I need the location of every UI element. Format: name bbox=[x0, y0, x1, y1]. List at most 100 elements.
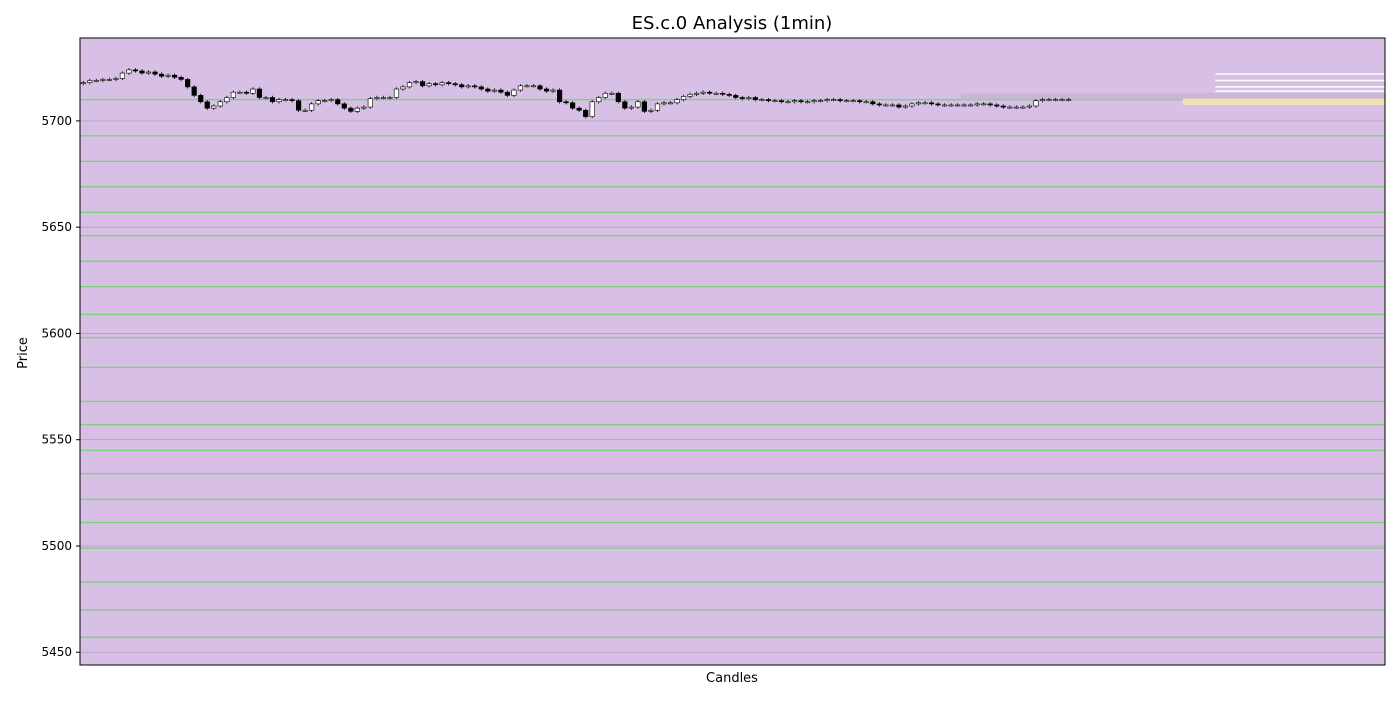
candle-body bbox=[818, 100, 824, 102]
candle-body bbox=[785, 101, 791, 104]
candle-body bbox=[485, 88, 491, 92]
candle-body bbox=[309, 103, 315, 111]
candle-body bbox=[289, 99, 295, 102]
candle-body bbox=[256, 88, 263, 98]
candle-body bbox=[876, 103, 882, 106]
candle-body bbox=[185, 79, 191, 88]
candle-body bbox=[361, 106, 367, 109]
candle-body bbox=[243, 91, 249, 94]
candle-body bbox=[955, 104, 961, 107]
candle-body bbox=[680, 96, 687, 100]
candle-body bbox=[100, 79, 106, 81]
candle-body bbox=[126, 69, 132, 74]
candle-body bbox=[667, 102, 674, 105]
zone-gray bbox=[960, 93, 1385, 100]
candle-body bbox=[798, 100, 804, 103]
candle-body bbox=[139, 70, 145, 74]
candle-body bbox=[439, 82, 445, 86]
candle-body bbox=[707, 91, 713, 94]
candle-body bbox=[922, 102, 928, 105]
candle-body bbox=[733, 95, 739, 98]
y-tick-label: 5450 bbox=[41, 645, 72, 659]
candle-body bbox=[315, 100, 321, 105]
candle-body bbox=[713, 92, 719, 95]
candle-body bbox=[896, 104, 902, 108]
candle-body bbox=[857, 100, 863, 103]
y-tick-label: 5500 bbox=[41, 539, 72, 553]
candle-body bbox=[739, 97, 745, 99]
candle-body bbox=[622, 101, 628, 109]
candle-body bbox=[961, 104, 967, 107]
candle-body bbox=[498, 89, 504, 93]
candle-body bbox=[335, 99, 341, 105]
candle-body bbox=[367, 98, 373, 108]
candle-body bbox=[263, 97, 269, 99]
candle-body bbox=[1046, 99, 1052, 101]
candle-body bbox=[178, 77, 184, 80]
candle-body bbox=[1033, 100, 1039, 107]
candle-body bbox=[824, 99, 830, 102]
candle-body bbox=[237, 91, 243, 94]
candle-body bbox=[615, 92, 621, 103]
candle-body bbox=[837, 99, 843, 102]
plot-area: 5450 5500 5550 5600 5650 5700 bbox=[41, 37, 1386, 666]
candle-body bbox=[472, 85, 478, 88]
candle-body bbox=[419, 81, 426, 87]
candle-body bbox=[759, 99, 765, 101]
candle-body bbox=[726, 94, 732, 96]
candle-body bbox=[1007, 106, 1013, 109]
candle-body bbox=[426, 83, 432, 87]
candle-body bbox=[1039, 99, 1046, 102]
candle-body bbox=[694, 92, 700, 95]
candle-body bbox=[628, 106, 634, 109]
candle-body bbox=[322, 100, 328, 102]
candle-body bbox=[511, 89, 517, 96]
candle-body bbox=[1026, 105, 1032, 108]
candle-body bbox=[152, 71, 158, 75]
candle-body bbox=[1059, 99, 1065, 101]
candle-body bbox=[198, 95, 204, 103]
candle-body bbox=[348, 107, 354, 112]
candle-body bbox=[974, 103, 980, 106]
y-tick-label: 5700 bbox=[41, 114, 72, 128]
candle-body bbox=[459, 84, 465, 88]
candle-body bbox=[132, 69, 139, 72]
candle-body bbox=[641, 101, 647, 112]
candle-body bbox=[113, 78, 119, 80]
candle-body bbox=[804, 101, 811, 104]
candle-body bbox=[191, 86, 197, 96]
candle-body bbox=[563, 101, 569, 104]
candle-body bbox=[282, 99, 289, 101]
candle-body bbox=[928, 102, 935, 105]
candle-body bbox=[883, 104, 889, 107]
candle-body bbox=[93, 80, 99, 82]
candle-body bbox=[674, 99, 680, 104]
candle-body bbox=[269, 97, 276, 103]
candle-body bbox=[302, 109, 308, 112]
candle-body bbox=[433, 83, 439, 86]
candle-body bbox=[700, 91, 706, 94]
candle-body bbox=[889, 104, 895, 107]
candle-body bbox=[746, 97, 752, 99]
y-tick-label: 5550 bbox=[41, 433, 72, 447]
candle-body bbox=[230, 91, 236, 98]
candle-body bbox=[380, 97, 386, 99]
candle-body bbox=[935, 103, 941, 106]
candle-body bbox=[654, 103, 661, 111]
candle-body bbox=[106, 79, 112, 81]
candle-body bbox=[119, 72, 125, 79]
candle-body bbox=[354, 107, 360, 112]
candle-body bbox=[296, 100, 302, 111]
candle-body bbox=[778, 100, 785, 103]
plot-background bbox=[80, 38, 1385, 665]
x-axis-label: Candles bbox=[706, 671, 758, 686]
candle-body bbox=[517, 85, 524, 91]
candle-body bbox=[87, 80, 93, 83]
candle-body bbox=[596, 97, 602, 103]
candle-body bbox=[902, 105, 908, 108]
candle-body bbox=[524, 85, 530, 88]
candle-body bbox=[981, 103, 987, 106]
candle-body bbox=[661, 102, 667, 105]
candle-body bbox=[772, 100, 778, 102]
